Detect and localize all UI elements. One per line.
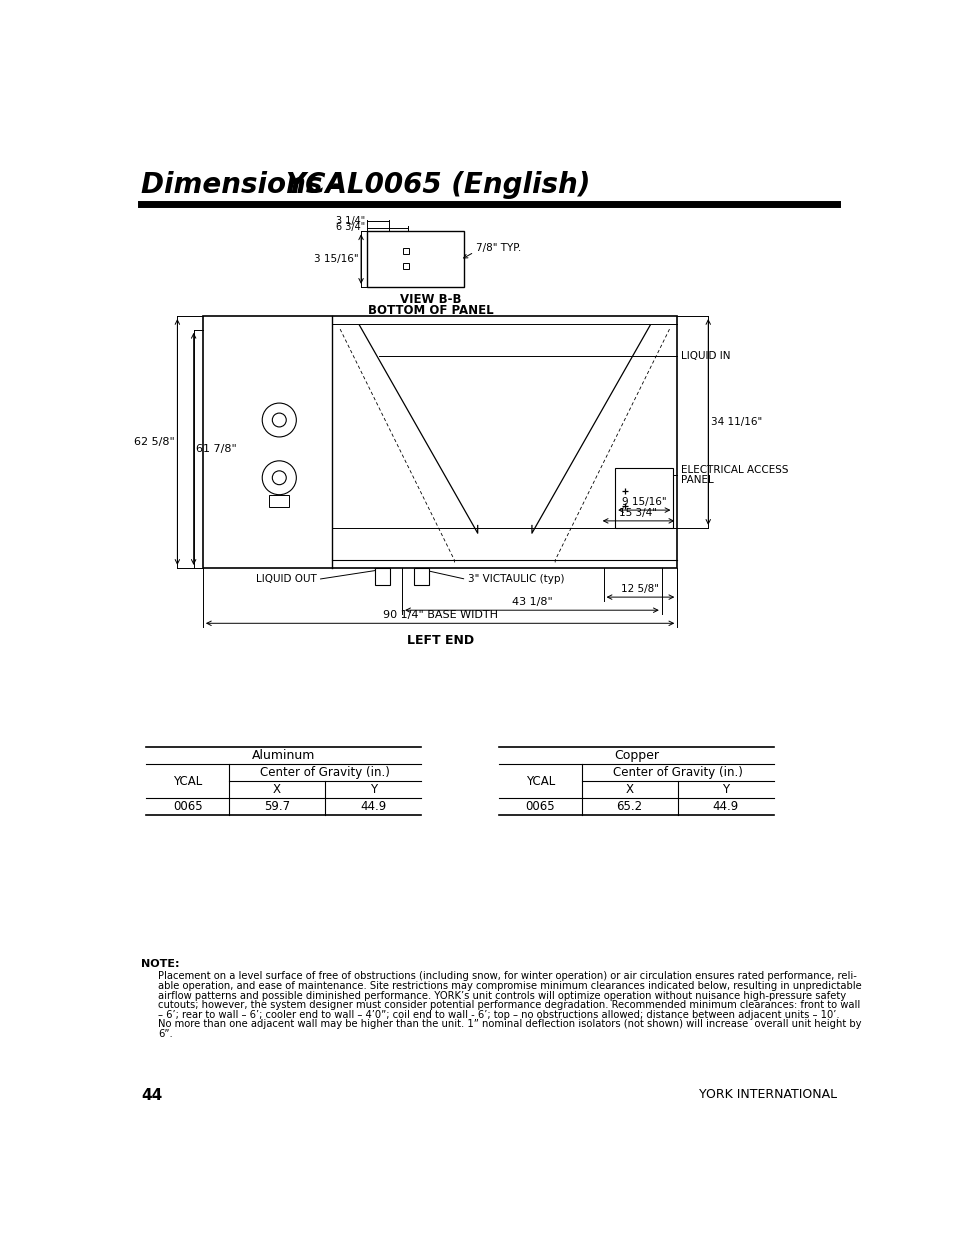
Text: PANEL: PANEL <box>680 474 713 484</box>
Text: X: X <box>273 783 281 797</box>
Text: YCAL: YCAL <box>172 774 202 788</box>
Text: 59.7: 59.7 <box>264 800 290 813</box>
Text: VIEW B-B: VIEW B-B <box>400 293 461 306</box>
Text: airflow patterns and possible diminished performance. YORK’s unit controls will : airflow patterns and possible diminished… <box>158 990 845 1000</box>
Circle shape <box>272 412 286 427</box>
Text: X: X <box>625 783 633 797</box>
Text: Copper: Copper <box>614 750 659 762</box>
Text: Y: Y <box>721 783 729 797</box>
Text: 44.9: 44.9 <box>360 800 386 813</box>
Text: YCAL0065 (English): YCAL0065 (English) <box>286 172 590 199</box>
Text: 0065: 0065 <box>172 800 202 813</box>
Text: cutouts; however, the system designer must consider potential performance degrad: cutouts; however, the system designer mu… <box>158 1000 860 1010</box>
Text: 0065: 0065 <box>525 800 555 813</box>
Bar <box>615 468 673 527</box>
Text: LIQUID OUT: LIQUID OUT <box>255 574 316 584</box>
Bar <box>269 495 289 508</box>
Text: 9 15/16": 9 15/16" <box>621 496 666 508</box>
Text: able operation, and ease of maintenance. Site restrictions may compromise minimu: able operation, and ease of maintenance.… <box>158 981 861 990</box>
Text: 6 3/4": 6 3/4" <box>335 222 365 232</box>
Text: YORK INTERNATIONAL: YORK INTERNATIONAL <box>698 1088 836 1100</box>
Text: 7/8" TYP.: 7/8" TYP. <box>476 243 520 253</box>
Text: Placement on a level surface of free of obstructions (including snow, for winter: Placement on a level surface of free of … <box>158 972 856 982</box>
Text: Center of Gravity (in.): Center of Gravity (in.) <box>260 766 390 779</box>
Text: LIQUID IN: LIQUID IN <box>680 351 730 361</box>
Text: Y: Y <box>370 783 376 797</box>
Text: Aluminum: Aluminum <box>252 750 315 762</box>
Text: 15 3/4": 15 3/4" <box>618 508 657 517</box>
Text: ELECTRICAL ACCESS: ELECTRICAL ACCESS <box>680 466 788 475</box>
Text: YCAL: YCAL <box>525 774 555 788</box>
Text: 61 7/8": 61 7/8" <box>195 443 236 454</box>
Text: 62 5/8": 62 5/8" <box>134 437 174 447</box>
Bar <box>414 568 429 585</box>
Text: NOTE:: NOTE: <box>141 960 179 969</box>
Circle shape <box>272 471 286 484</box>
Text: LEFT END: LEFT END <box>406 634 474 647</box>
Text: No more than one adjacent wall may be higher than the unit. 1” nominal deflectio: No more than one adjacent wall may be hi… <box>158 1019 861 1030</box>
Text: 44.9: 44.9 <box>712 800 739 813</box>
Text: 43 1/8": 43 1/8" <box>511 597 552 608</box>
Text: 3 1/4": 3 1/4" <box>335 216 365 226</box>
Text: 12 5/8": 12 5/8" <box>620 584 659 594</box>
Bar <box>203 316 677 568</box>
Text: – 6’; rear to wall – 6’; cooler end to wall – 4’0”; coil end to wall - 6’; top –: – 6’; rear to wall – 6’; cooler end to w… <box>158 1010 839 1020</box>
Text: 3" VICTAULIC (typ): 3" VICTAULIC (typ) <box>468 574 564 584</box>
Text: 44: 44 <box>141 1088 162 1103</box>
Circle shape <box>262 403 296 437</box>
Bar <box>375 568 390 585</box>
Text: BOTTOM OF PANEL: BOTTOM OF PANEL <box>368 304 494 316</box>
Circle shape <box>262 461 296 495</box>
Text: Dimensions -: Dimensions - <box>141 172 353 199</box>
Bar <box>367 231 464 287</box>
Text: 6”.: 6”. <box>158 1029 172 1039</box>
Text: Center of Gravity (in.): Center of Gravity (in.) <box>612 766 742 779</box>
Text: 34 11/16": 34 11/16" <box>710 417 761 427</box>
Text: 3 15/16": 3 15/16" <box>314 254 358 264</box>
Text: 90 1/4" BASE WIDTH: 90 1/4" BASE WIDTH <box>382 610 497 620</box>
Text: 65.2: 65.2 <box>616 800 642 813</box>
